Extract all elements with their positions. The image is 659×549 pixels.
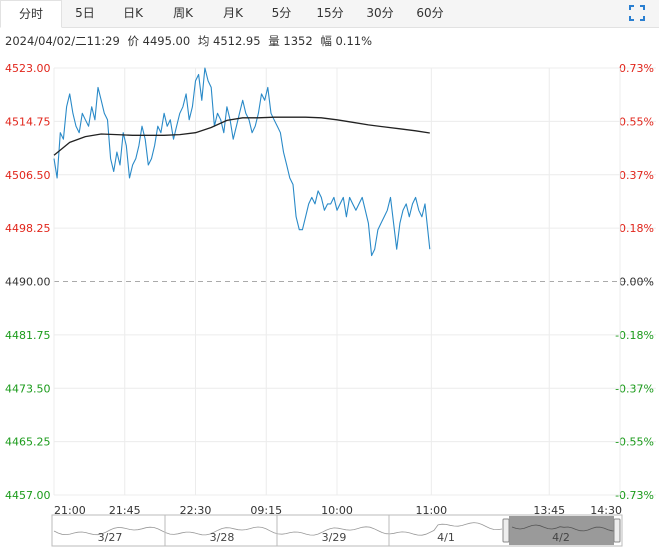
x-tick-label: 21:00 [54, 504, 86, 517]
y-tick-label-left: 4490.00 [5, 276, 51, 289]
y-tick-label-right: -0.55% [615, 436, 654, 449]
quote-datetime: 2024/04/02/二11:29 [5, 34, 120, 48]
y-tick-label-left: 4514.75 [5, 115, 51, 128]
navigator-selection-line [511, 524, 617, 532]
navigator-date-label: 4/2 [552, 531, 570, 544]
x-tick-label: 11:00 [415, 504, 447, 517]
y-tick-label-right: 0.55% [619, 115, 654, 128]
x-tick-label: 21:45 [109, 504, 141, 517]
y-tick-label-left: 4506.50 [5, 169, 51, 182]
x-tick-label: 09:15 [250, 504, 282, 517]
quote-info-bar: 2024/04/02/二11:29 价 4495.00 均 4512.95 量 … [5, 33, 376, 49]
y-tick-label-right: -0.37% [615, 382, 654, 395]
y-tick-label-right: -0.73% [615, 489, 654, 502]
tab-6[interactable]: 15分 [316, 6, 344, 20]
tab-0[interactable]: 分时 [0, 0, 62, 28]
x-tick-label: 22:30 [180, 504, 212, 517]
y-tick-label-left: 4473.50 [5, 382, 51, 395]
quote-price: 价 4495.00 [127, 34, 191, 48]
price-line [53, 67, 431, 257]
quote-avg: 均 4512.95 [197, 34, 261, 48]
quote-volume: 量 1352 [268, 34, 313, 48]
avg-price-line [53, 116, 430, 156]
y-tick-label-right: 0.18% [619, 222, 654, 235]
navigator-date-label: 4/1 [437, 531, 455, 544]
period-tab-bar: 分时 5日 日K 周K 月K 5分 15分 30分 60分 [0, 0, 659, 28]
y-tick-label-right: 0.00% [619, 276, 654, 289]
y-tick-label-right: 0.37% [619, 169, 654, 182]
intraday-chart[interactable]: 4523.00 0.73% 4514.75 0.55% 4506.50 0.37% 4498… [0, 55, 659, 549]
y-tick-label-left: 4457.00 [5, 489, 51, 502]
y-tick-label-left: 4498.25 [5, 222, 51, 235]
navigator-date-label: 3/29 [322, 531, 347, 544]
y-tick-label-right: -0.18% [615, 329, 654, 342]
x-tick-label: 14:30 [590, 504, 622, 517]
tab-7[interactable]: 30分 [366, 6, 394, 20]
tab-1[interactable]: 5日 [75, 6, 95, 20]
y-tick-label-left: 4465.25 [5, 436, 51, 449]
y-tick-label-left: 4481.75 [5, 329, 51, 342]
navigator-right-handle[interactable] [613, 518, 621, 543]
x-tick-label: 10:00 [321, 504, 353, 517]
quote-amplitude: 幅 0.11% [320, 34, 373, 48]
navigator-selection[interactable] [509, 516, 614, 545]
tab-2[interactable]: 日K [123, 6, 143, 20]
y-tick-label-left: 4523.00 [5, 62, 51, 75]
expand-icon[interactable] [629, 5, 645, 21]
tab-5[interactable]: 5分 [271, 6, 292, 20]
navigator-left-handle[interactable] [502, 518, 510, 543]
navigator-date-label: 3/27 [98, 531, 123, 544]
tab-4[interactable]: 月K [223, 6, 243, 20]
navigator-history-line [53, 522, 503, 536]
navigator-date-label: 3/28 [210, 531, 235, 544]
tab-3[interactable]: 周K [173, 6, 193, 20]
tab-8[interactable]: 60分 [416, 6, 444, 20]
y-tick-label-right: 0.73% [619, 62, 654, 75]
x-tick-label: 13:45 [533, 504, 565, 517]
